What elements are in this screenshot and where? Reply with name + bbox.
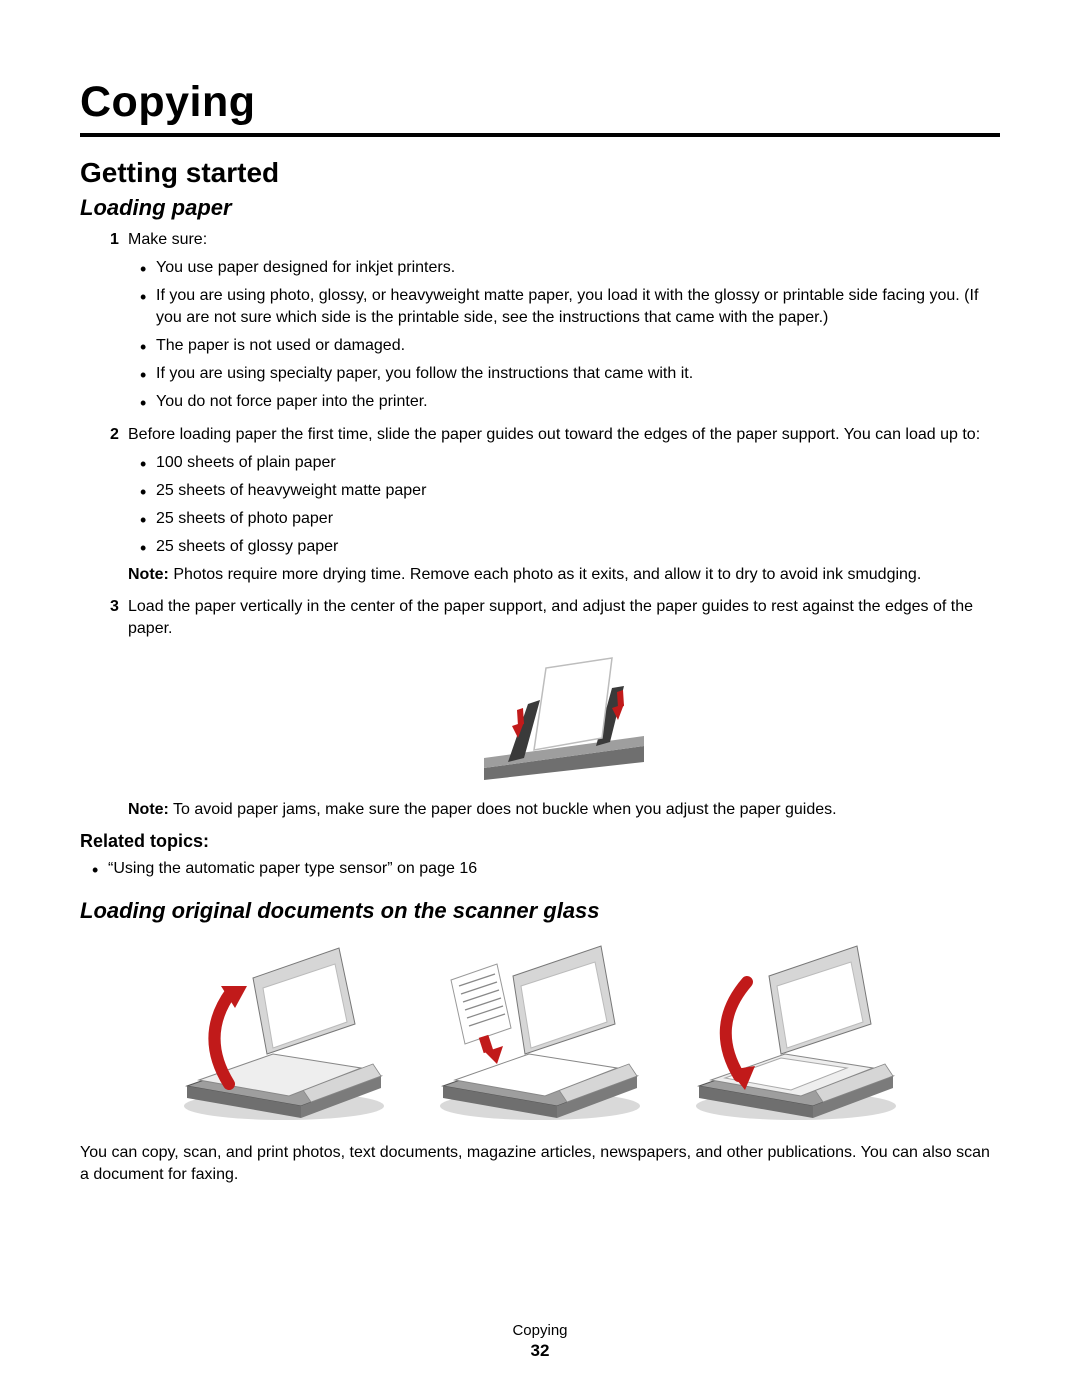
section-title: Getting started — [80, 157, 1000, 189]
step-item: 3 Load the paper vertically in the cente… — [110, 596, 1000, 821]
step-item: 1 Make sure: You use paper designed for … — [110, 229, 1000, 414]
scanner-open-lid-illustration-icon — [169, 936, 399, 1126]
bullet-item: You use paper designed for inkjet printe… — [156, 257, 1000, 279]
bullet-item: 25 sheets of photo paper — [156, 508, 1000, 530]
bullet-item: The paper is not used or damaged. — [156, 335, 1000, 357]
note: Note: To avoid paper jams, make sure the… — [128, 799, 1000, 821]
note-label: Note: — [128, 566, 169, 583]
page-footer: Copying 32 — [0, 1322, 1080, 1361]
footer-section-label: Copying — [0, 1322, 1080, 1339]
bullet-item: 100 sheets of plain paper — [156, 452, 1000, 474]
figure-paper-tray — [128, 650, 1000, 787]
step-lead: Make sure: — [128, 231, 207, 248]
footer-page-number: 32 — [0, 1341, 1080, 1361]
scanner-close-lid-illustration-icon — [681, 936, 911, 1126]
chapter-title: Copying — [80, 78, 1000, 127]
step-number: 2 — [110, 424, 119, 446]
note-label: Note: — [128, 801, 169, 818]
steps-list: 1 Make sure: You use paper designed for … — [80, 229, 1000, 821]
step-number: 1 — [110, 229, 119, 251]
bullet-list: You use paper designed for inkjet printe… — [128, 257, 1000, 413]
paper-tray-illustration-icon — [484, 650, 644, 780]
note-text: To avoid paper jams, make sure the paper… — [169, 801, 837, 818]
related-topics-heading: Related topics: — [80, 831, 1000, 852]
step-lead: Load the paper vertically in the center … — [128, 598, 973, 637]
related-topics-list: “Using the automatic paper type sensor” … — [80, 858, 1000, 880]
bullet-item: If you are using specialty paper, you fo… — [156, 363, 1000, 385]
bullet-item: If you are using photo, glossy, or heavy… — [156, 285, 1000, 329]
bullet-item: 25 sheets of heavyweight matte paper — [156, 480, 1000, 502]
bullet-list: 100 sheets of plain paper 25 sheets of h… — [128, 452, 1000, 558]
related-topic-item: “Using the automatic paper type sensor” … — [108, 858, 1000, 880]
bullet-item: You do not force paper into the printer. — [156, 391, 1000, 413]
note: Note: Photos require more drying time. R… — [128, 564, 1000, 586]
step-number: 3 — [110, 596, 119, 618]
scanner-body-text: You can copy, scan, and print photos, te… — [80, 1142, 1000, 1186]
subsection-loading-paper: Loading paper — [80, 195, 1000, 221]
step-lead: Before loading paper the first time, sli… — [128, 426, 980, 443]
bullet-item: 25 sheets of glossy paper — [156, 536, 1000, 558]
manual-page: Copying Getting started Loading paper 1 … — [0, 0, 1080, 1397]
chapter-rule — [80, 133, 1000, 137]
note-text: Photos require more drying time. Remove … — [169, 566, 921, 583]
scanner-place-document-illustration-icon — [425, 936, 655, 1126]
step-item: 2 Before loading paper the first time, s… — [110, 424, 1000, 586]
figure-scanner-row — [80, 936, 1000, 1126]
subsection-scanner-glass: Loading original documents on the scanne… — [80, 898, 1000, 924]
